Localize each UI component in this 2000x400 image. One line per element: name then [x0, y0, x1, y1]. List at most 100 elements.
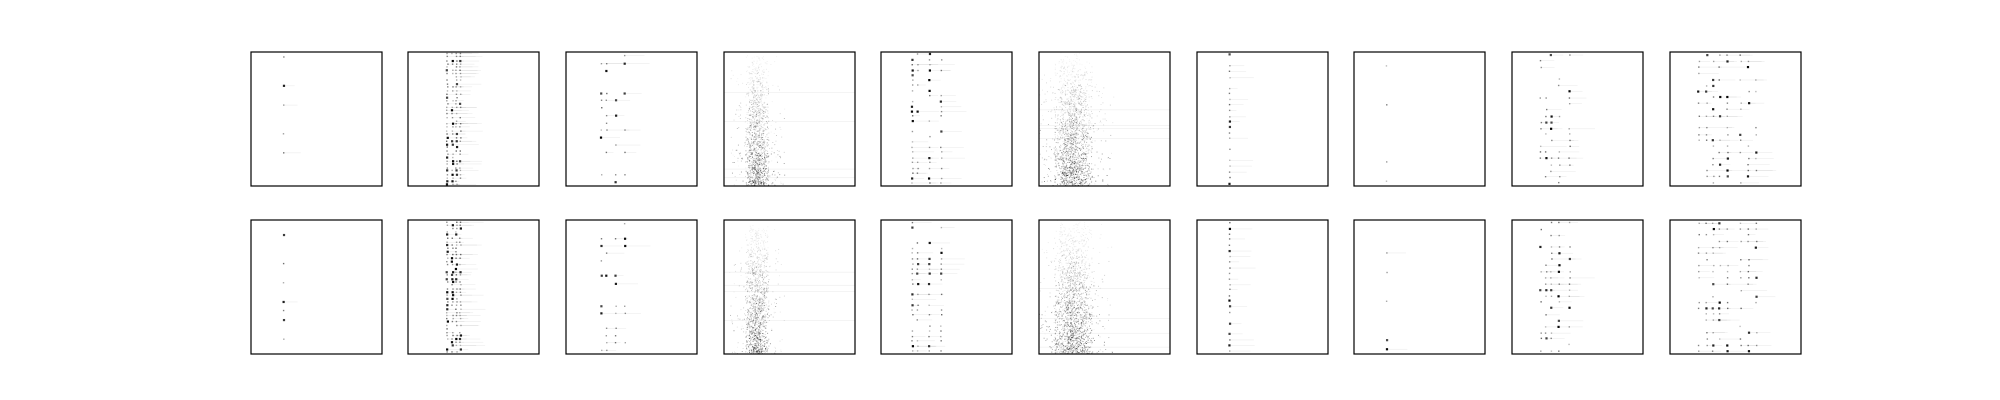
- heatmap-cell: [760, 170, 762, 172]
- heatmap-cell: [767, 253, 769, 255]
- heatmap-cell: [746, 113, 748, 115]
- heatmap-cell: [763, 182, 764, 184]
- heatmap-trail: [456, 224, 474, 226]
- heatmap-cell: [1087, 137, 1089, 139]
- heatmap-cell: [1080, 114, 1082, 116]
- heatmap-cell: [765, 150, 767, 151]
- panel-r1-c0: [250, 219, 383, 355]
- heatmap-trail: [452, 291, 467, 293]
- heatmap-cell: [752, 179, 754, 181]
- heatmap-cell: [624, 312, 627, 315]
- heatmap-cell: [763, 112, 765, 114]
- heatmap-cell: [760, 117, 762, 119]
- heatmap-cell: [1061, 152, 1063, 154]
- heatmap-trail: [929, 95, 939, 96]
- heatmap-cell: [1082, 127, 1084, 129]
- heatmap-cell: [1067, 160, 1069, 161]
- heatmap-cell: [754, 90, 756, 92]
- heatmap-cell: [1086, 152, 1088, 154]
- heatmap-cell: [1067, 167, 1069, 169]
- heatmap-trail: [941, 111, 967, 112]
- heatmap-cell: [1072, 105, 1074, 107]
- heatmap-cell: [751, 152, 753, 153]
- heatmap-cell: [1081, 154, 1083, 156]
- heatmap-cell: [756, 320, 758, 322]
- heatmap-cell: [760, 92, 762, 94]
- heatmap-cell: [753, 160, 755, 162]
- heatmap-cell: [759, 174, 761, 176]
- heatmap-cell: [761, 317, 763, 319]
- heatmap-cell: [738, 109, 740, 111]
- heatmap-cell: [1059, 184, 1061, 186]
- heatmap-cell: [754, 155, 756, 157]
- heatmap-cell: [754, 172, 755, 173]
- heatmap-cell: [754, 306, 756, 308]
- heatmap-cell: [748, 110, 750, 112]
- heatmap-cell: [754, 184, 756, 186]
- heatmap-cell: [739, 318, 741, 320]
- heatmap-cell: [755, 125, 757, 127]
- heatmap-cell: [732, 154, 734, 156]
- heatmap-cell: [757, 125, 759, 127]
- heatmap-cell: [753, 96, 755, 98]
- heatmap-cell: [1066, 101, 1068, 103]
- heatmap-cell: [745, 236, 747, 238]
- heatmap-cell: [756, 350, 757, 352]
- heatmap-cell: [755, 345, 757, 347]
- heatmap-cell: [763, 163, 765, 165]
- heatmap-cell: [1072, 69, 1073, 71]
- heatmap-cell: [1550, 157, 1553, 159]
- heatmap-cell: [760, 90, 762, 92]
- heatmap-trail: [446, 315, 467, 316]
- heatmap-cell: [752, 281, 754, 283]
- heatmap-cell: [1066, 167, 1068, 169]
- heatmap-cell: [751, 91, 753, 92]
- heatmap-cell: [751, 161, 753, 163]
- heatmap-cell: [747, 139, 749, 141]
- heatmap-cell: [1058, 165, 1060, 167]
- heatmap-cell: [1068, 133, 1070, 135]
- heatmap-cell: [1060, 89, 1062, 91]
- heatmap-cell: [756, 268, 758, 270]
- heatmap-cell: [755, 133, 756, 135]
- heatmap-cell: [759, 340, 761, 342]
- heatmap-cell: [1082, 165, 1084, 167]
- heatmap-cell: [912, 79, 914, 81]
- heatmap-cell: [758, 333, 760, 335]
- heatmap-cell: [1071, 171, 1073, 173]
- heatmap-cell: [1545, 97, 1547, 99]
- heatmap-cell: [750, 114, 752, 116]
- heatmap-cell: [747, 317, 749, 319]
- heatmap-cell: [1081, 108, 1082, 110]
- heatmap-cell: [759, 181, 761, 183]
- heatmap-trail: [283, 301, 298, 303]
- heatmap-cell: [1084, 140, 1086, 142]
- heatmap-trail: [1740, 54, 1753, 56]
- heatmap-cell: [754, 261, 755, 263]
- panel-r0-c2: [565, 51, 698, 187]
- heatmap-cell: [1080, 120, 1082, 122]
- heatmap-cell: [771, 160, 773, 162]
- heatmap-cell: [766, 160, 768, 162]
- heatmap-cell: [762, 348, 764, 350]
- heatmap-trail: [460, 301, 472, 303]
- heatmap-cell: [455, 63, 458, 65]
- heatmap-cell: [749, 328, 751, 330]
- heatmap-cell: [1112, 122, 1114, 124]
- heatmap-trail: [456, 315, 481, 316]
- heatmap-cell: [459, 344, 462, 347]
- heatmap-cell: [455, 341, 457, 343]
- heatmap-cell: [600, 92, 603, 95]
- heatmap-cell: [1054, 182, 1056, 184]
- heatmap-cell: [753, 318, 755, 319]
- heatmap-cell: [738, 105, 740, 107]
- heatmap-cell: [764, 305, 766, 306]
- heatmap-cell: [1103, 130, 1105, 132]
- heatmap-cell: [1082, 180, 1084, 182]
- heatmap-cell: [762, 276, 763, 278]
- heatmap-cell: [749, 146, 751, 148]
- heatmap-cell: [1739, 133, 1742, 136]
- heatmap-cell: [929, 135, 931, 138]
- heatmap-cell: [445, 271, 448, 274]
- heatmap-cell: [768, 184, 770, 186]
